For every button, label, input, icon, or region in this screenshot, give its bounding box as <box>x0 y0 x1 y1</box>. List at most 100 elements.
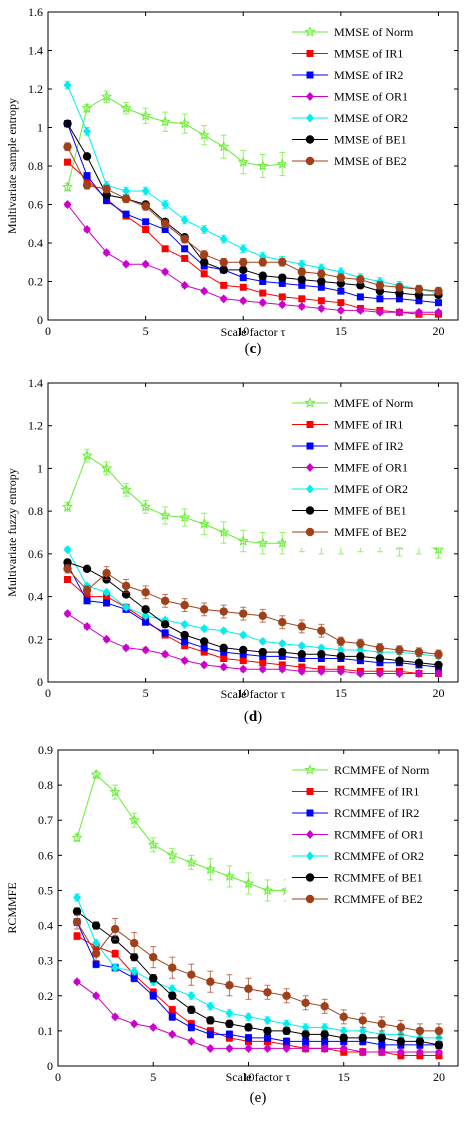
data-point <box>337 287 345 295</box>
data-point <box>263 1015 272 1025</box>
data-point <box>181 245 189 253</box>
legend-label: RCMMFE of OR2 <box>334 849 424 863</box>
x-tick-label: 0 <box>55 1070 61 1084</box>
y-tick-label: 1.4 <box>28 376 43 390</box>
data-point <box>320 1043 329 1053</box>
data-point <box>434 650 443 659</box>
data-point <box>297 622 307 631</box>
x-tick-label: 10 <box>237 324 249 338</box>
data-point <box>317 626 326 635</box>
data-point <box>244 1012 253 1022</box>
data-point <box>180 234 189 244</box>
data-point <box>261 884 274 896</box>
data-point <box>102 568 111 578</box>
data-point <box>219 265 228 275</box>
data-point <box>358 1047 367 1057</box>
data-point <box>168 1013 176 1021</box>
data-point <box>337 299 345 307</box>
data-point <box>395 283 404 292</box>
data-point <box>122 210 130 218</box>
data-point <box>434 1026 444 1036</box>
data-point <box>149 992 157 1000</box>
series-2 <box>64 120 442 307</box>
y-tick-label: 1.4 <box>28 44 43 58</box>
data-point <box>225 981 234 990</box>
data-point <box>130 1019 139 1029</box>
data-point <box>396 1023 406 1032</box>
data-point <box>109 786 121 797</box>
x-tick-label: 5 <box>143 686 149 700</box>
data-point <box>263 1026 272 1036</box>
x-tick-label: 15 <box>338 1070 350 1084</box>
data-point <box>414 307 423 317</box>
data-point <box>336 305 345 315</box>
data-point <box>301 1022 310 1032</box>
data-point <box>278 300 287 310</box>
legend-marker <box>306 113 314 123</box>
data-point <box>358 1016 367 1025</box>
data-point <box>83 175 91 183</box>
data-point <box>102 184 111 194</box>
data-point <box>258 664 267 674</box>
data-point <box>297 641 306 651</box>
legend-marker <box>306 788 314 795</box>
data-point <box>415 1037 425 1046</box>
y-tick-label: 0.2 <box>38 989 53 1003</box>
series-5 <box>72 907 444 1050</box>
data-point <box>63 609 72 619</box>
y-tick-label: 0.5 <box>38 883 53 897</box>
data-point <box>71 831 83 843</box>
data-point <box>140 110 152 121</box>
data-point <box>259 659 267 667</box>
legend-label: MMSE of BE1 <box>334 133 407 147</box>
data-point <box>141 588 150 597</box>
x-tick-label: 20 <box>433 1070 445 1084</box>
data-point <box>239 609 248 618</box>
data-point <box>278 273 287 282</box>
legend-marker <box>306 809 314 817</box>
data-point <box>141 259 150 269</box>
data-point <box>147 838 159 850</box>
data-point <box>130 966 139 976</box>
data-point <box>141 202 150 211</box>
data-point <box>180 630 189 640</box>
legend-label: RCMMFE of Norm <box>334 763 430 777</box>
data-point <box>199 605 209 614</box>
legend-label: MMFE of BE1 <box>334 504 407 518</box>
legend-marker <box>306 463 314 472</box>
data-point <box>244 984 253 993</box>
y-tick-label: 1 <box>37 461 43 475</box>
data-point <box>297 259 306 269</box>
data-point <box>166 849 178 861</box>
data-point <box>160 219 170 228</box>
data-point <box>185 856 197 868</box>
data-point <box>278 293 286 301</box>
data-point <box>102 587 111 597</box>
data-point <box>83 597 91 605</box>
data-point <box>434 307 443 317</box>
data-point <box>187 970 196 979</box>
data-point <box>239 265 248 275</box>
data-point <box>200 660 209 670</box>
panel-caption: (d) <box>244 709 262 725</box>
data-point <box>434 668 443 678</box>
data-point <box>297 650 307 659</box>
data-point <box>121 194 131 203</box>
legend-label: MMSE of Norm <box>334 25 414 39</box>
data-point <box>73 892 82 902</box>
x-tick-label: 15 <box>335 686 347 700</box>
data-point <box>72 917 82 927</box>
data-point <box>239 258 248 267</box>
data-point <box>206 1043 215 1053</box>
legend-marker <box>304 764 316 775</box>
data-point <box>220 655 228 663</box>
data-point <box>377 1019 387 1029</box>
legend-label: RCMMFE of BE2 <box>334 892 423 906</box>
legend-label: MMSE of IR2 <box>334 68 403 82</box>
data-point <box>317 650 326 659</box>
data-point <box>239 296 248 306</box>
data-point <box>396 1047 405 1057</box>
data-point <box>63 80 72 90</box>
data-point <box>206 977 215 986</box>
data-point <box>83 621 92 631</box>
